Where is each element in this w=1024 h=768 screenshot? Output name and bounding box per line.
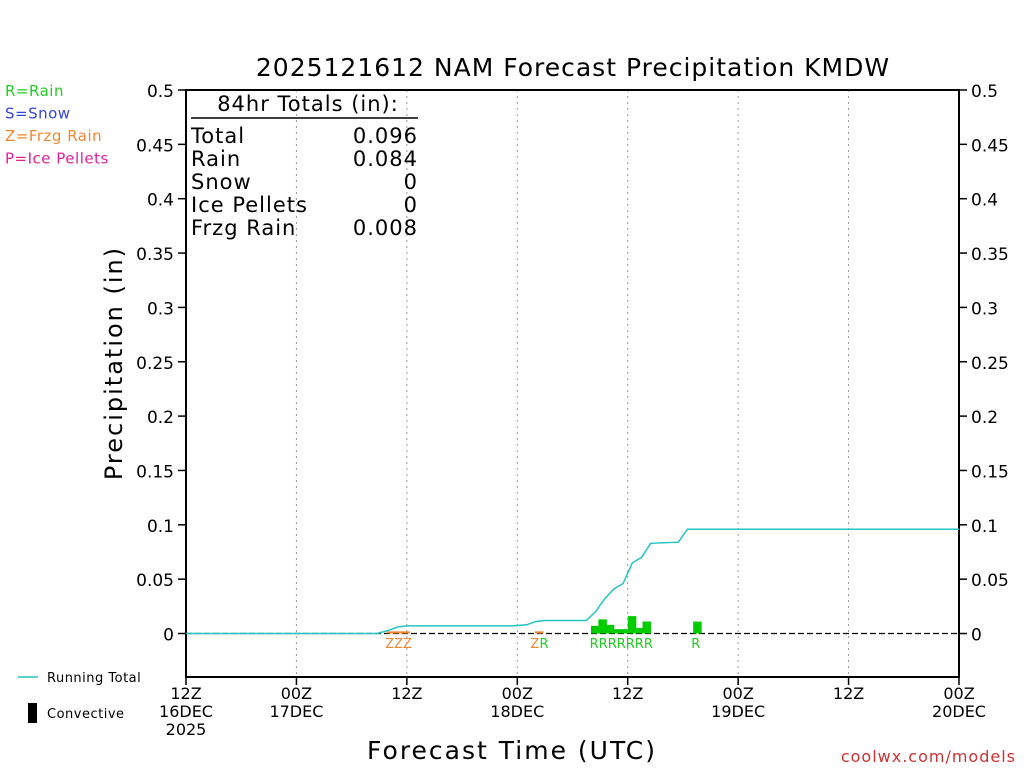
precip-bar — [605, 624, 615, 634]
y-tick-label: 0.25 — [971, 354, 1009, 374]
precip-bar — [693, 621, 702, 634]
totals-row-label: Ice Pellets — [191, 193, 308, 217]
y-tick-label: 0.2 — [971, 408, 998, 428]
y-tick-label: 0.1 — [971, 517, 998, 537]
y-axis-left: 0 0.05 0.1 0.15 0.2 0.25 0.3 0.35 0.4 0.45 0.5 — [136, 82, 186, 646]
x-tick-label: 17DEC — [269, 702, 323, 721]
convective-swatch — [28, 703, 37, 723]
y-axis-right: 0 0.05 0.1 0.15 0.2 0.25 0.3 0.35 0.4 0.45 0.5 — [959, 82, 1009, 646]
precip-bar — [386, 631, 396, 634]
legend-type-item: P=Ice Pellets — [5, 150, 109, 168]
totals-row-label: Rain — [191, 147, 241, 171]
totals-row-value: 0.084 — [353, 147, 418, 171]
totals-row-value: 0.008 — [353, 216, 418, 240]
y-tick-label: 0.35 — [136, 245, 174, 265]
y-tick-label: 0 — [163, 626, 174, 646]
x-tick-label: 12Z — [170, 684, 201, 703]
precip-bar — [394, 631, 403, 634]
gridlines — [295, 90, 850, 677]
y-tick-label: 0.45 — [136, 136, 174, 156]
totals-row-value: 0.096 — [353, 124, 418, 148]
x-tick-label: 00Z — [281, 684, 312, 703]
x-tick-label: 12Z — [612, 684, 643, 703]
totals-row-label: Frzg Rain — [191, 216, 296, 240]
precip-bar — [534, 631, 544, 634]
y-tick-label: 0.5 — [147, 82, 174, 102]
x-tick-label: 19DEC — [711, 702, 765, 721]
totals-rows: Total 0.096 Rain 0.084 Snow 0 Ice Pellets 0 Frzg… — [190, 124, 418, 240]
x-tick-label: 12Z — [391, 684, 422, 703]
precip-bar — [642, 621, 652, 634]
y-tick-label: 0.05 — [971, 571, 1009, 591]
totals-row-label: Total — [190, 124, 245, 148]
y-tick-label: 0.5 — [971, 82, 998, 102]
y-tick-label: 0.05 — [136, 571, 174, 591]
precip-type-label: R — [539, 637, 548, 652]
precip-type-label: ZZZ — [385, 637, 412, 652]
totals-heading: 84hr Totals (in): — [217, 92, 399, 116]
totals-row-value: 0 — [404, 193, 418, 217]
precip-bar — [401, 631, 410, 634]
precip-type-label: Z — [530, 637, 539, 652]
precip-bar — [591, 625, 600, 634]
running-total-legend-label: Running Total — [47, 671, 141, 686]
precip-type-label: RRRRRRR — [590, 637, 653, 652]
precip-bar — [620, 629, 629, 634]
y-tick-label: 0.3 — [147, 299, 174, 319]
x-tick-label: 00Z — [722, 684, 753, 703]
plot-frame — [185, 89, 960, 678]
totals-row-value: 0 — [404, 170, 418, 194]
y-tick-label: 0.45 — [971, 136, 1009, 156]
y-tick-label: 0.2 — [147, 408, 174, 428]
y-tick-label: 0.35 — [971, 245, 1009, 265]
y-tick-label: 0.4 — [971, 191, 998, 211]
x-axis-label: Forecast Time (UTC) — [367, 736, 657, 765]
y-tick-label: 0.3 — [971, 299, 998, 319]
y-tick-label: 0.25 — [136, 354, 174, 374]
legend-type-item: Z=Frzg Rain — [5, 127, 102, 145]
x-tick-label: 16DEC — [159, 702, 213, 721]
y-tick-label: 0.15 — [136, 462, 174, 482]
x-tick-label: 00Z — [502, 684, 533, 703]
x-tick-label: 2025 — [166, 720, 207, 739]
precip-bar — [627, 616, 637, 634]
y-tick-label: 0 — [971, 626, 982, 646]
x-tick-label: 00Z — [943, 684, 974, 703]
totals-row-label: Snow — [191, 170, 252, 194]
legend-type-item: R=Rain — [5, 82, 64, 100]
precip-bars — [386, 616, 702, 634]
precip-type-labels: ZZZ Z R RRRRRRR R — [385, 637, 700, 652]
convective-legend-label: Convective — [47, 707, 125, 722]
running-total-line — [186, 528, 959, 635]
precip-bar — [598, 619, 607, 634]
credit-text: coolwx.com/models — [841, 747, 1016, 766]
x-tick-label: 12Z — [833, 684, 864, 703]
y-tick-label: 0.1 — [147, 517, 174, 537]
y-tick-label: 0.4 — [147, 191, 174, 211]
y-tick-label: 0.15 — [971, 462, 1009, 482]
precip-bar — [635, 628, 644, 634]
x-tick-label: 20DEC — [932, 702, 986, 721]
x-tick-label: 18DEC — [490, 702, 544, 721]
y-axis-label: Precipitation (in) — [100, 246, 128, 480]
totals-box: 84hr Totals (in): Total 0.096 Rain 0.084 Sno… — [190, 92, 418, 240]
chart-title: 2025121612 NAM Forecast Precipitation KM… — [256, 53, 890, 82]
precip-bar — [613, 629, 622, 634]
precip-type-legend: R=Rain S=Snow Z=Frzg Rain P=Ice Pellets — [5, 82, 109, 168]
precip-type-label: R — [691, 637, 700, 652]
series-legend: Running Total Convective — [18, 671, 141, 723]
legend-type-item: S=Snow — [5, 105, 71, 123]
